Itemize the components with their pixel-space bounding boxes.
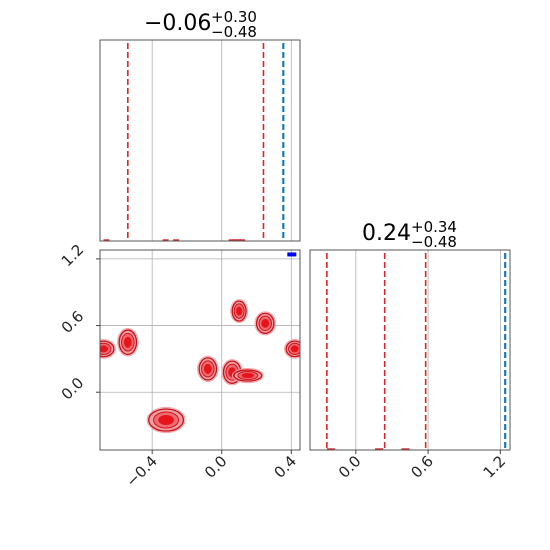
panel-3-histogram: 0.24 +0.34 −0.48 0.0 0.6 1.2 — [309, 218, 511, 482]
x-tick-label: 0.4 — [271, 452, 301, 482]
density-cluster — [230, 299, 249, 324]
density-cluster — [117, 328, 139, 357]
density-cluster — [146, 406, 186, 434]
y-tick-label: 0.0 — [58, 374, 88, 404]
panel-1-frame — [99, 39, 301, 242]
contour-outer — [100, 339, 116, 359]
panel-3-title-upper: +0.34 — [411, 218, 457, 236]
y-tick-label: 0.6 — [58, 307, 88, 337]
panel-1-title-main: −0.06 — [144, 11, 211, 36]
panel-2-contour: −0.4 0.0 0.4 0.0 0.6 1.2 — [58, 241, 301, 491]
density-cluster — [231, 368, 264, 384]
contour-level-3 — [100, 345, 109, 353]
contour-outer — [231, 368, 264, 384]
panel-3-title-lower: −0.48 — [411, 233, 457, 251]
contour-outer — [146, 406, 186, 434]
density-cluster — [100, 339, 116, 359]
contour-level-3 — [158, 415, 174, 425]
y-tick-label: 1.2 — [58, 241, 88, 271]
contour-level-3 — [236, 306, 243, 316]
contour-outer — [230, 299, 249, 324]
panel-1-histogram: −0.06 +0.30 −0.48 — [99, 8, 301, 242]
x-tick-label: 0.0 — [335, 452, 365, 482]
contour-level-3 — [123, 336, 132, 348]
density-cluster — [284, 339, 300, 359]
contour-level-3 — [290, 345, 299, 353]
panel-1-title-lower: −0.48 — [211, 23, 257, 41]
panel-1-title-upper: +0.30 — [211, 8, 257, 26]
density-cluster — [254, 311, 276, 336]
x-tick-label: 0.0 — [201, 452, 231, 482]
panel-2-frame — [99, 249, 301, 451]
contour-level-3 — [203, 363, 212, 374]
density-cluster — [197, 355, 219, 382]
x-tick-label: 1.2 — [480, 452, 510, 482]
panel-3-frame — [309, 249, 511, 451]
contour-level-3 — [261, 318, 270, 328]
x-tick-label: 0.6 — [407, 452, 437, 482]
panel-3-title-main: 0.24 — [362, 221, 411, 246]
contour-outer — [197, 355, 219, 382]
contour-level-3 — [241, 373, 255, 379]
x-tick-label: −0.4 — [123, 452, 161, 490]
contour-outer — [284, 339, 300, 359]
contour-outer — [117, 328, 139, 357]
truth-marker — [287, 252, 297, 257]
contour-outer — [254, 311, 276, 336]
